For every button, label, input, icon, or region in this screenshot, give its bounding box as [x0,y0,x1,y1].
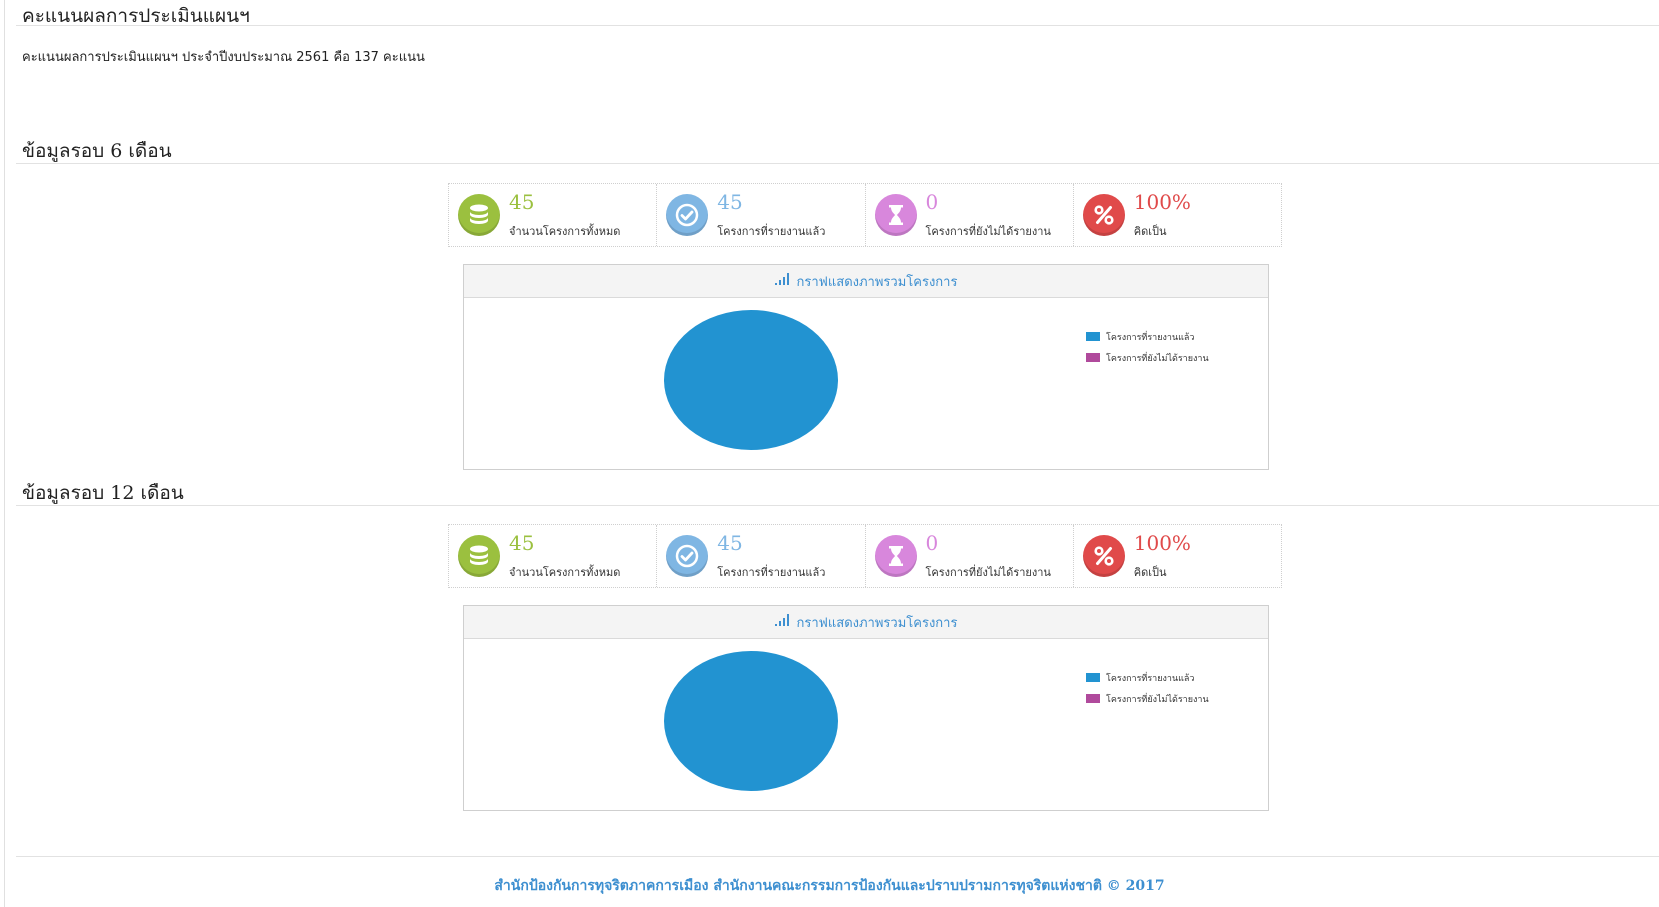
stat-value: 0 [925,531,939,555]
stat-unreported-projects: 0 โครงการที่ยังไม่ได้รายงาน [866,525,1074,587]
stats-row-12-months: 45 จำนวนโครงการทั้งหมด 45 โครงการที่รายง… [448,524,1282,588]
stat-value: 45 [509,190,535,214]
stat-unreported-projects: 0 โครงการที่ยังไม่ได้รายงาน [866,184,1074,246]
chart-header: กราฟแสดงภาพรวมโครงการ [464,265,1268,298]
percent-icon [1082,535,1125,577]
stat-total-projects: 45 จำนวนโครงการทั้งหมด [449,525,658,587]
database-icon [458,194,500,236]
chart-title: กราฟแสดงภาพรวมโครงการ [796,274,958,290]
chart-panel-12-months: กราฟแสดงภาพรวมโครงการ โครงการที่รายงานแล… [463,605,1269,811]
pie-slice-โครงการที่รายงานแล้ว [664,651,838,791]
percent-icon [1082,194,1125,236]
hourglass-icon [874,194,917,236]
legend-label: โครงการที่รายงานแล้ว [1106,332,1195,343]
legend-label: โครงการที่ยังไม่ได้รายงาน [1106,353,1209,364]
stat-label: คิดเป็น [1133,225,1167,238]
legend-item-unreported: โครงการที่ยังไม่ได้รายงาน [1086,692,1209,705]
chart-header: กราฟแสดงภาพรวมโครงการ [464,606,1268,639]
section-divider [16,163,1659,164]
section-title-6-months: ข้อมูลรอบ 6 เดือน [22,140,172,162]
section-divider [16,505,1659,506]
chart-legend: โครงการที่รายงานแล้ว โครงการที่ยังไม่ได้… [1086,671,1209,713]
stat-reported-projects: 45 โครงการที่รายงานแล้ว [657,184,866,246]
stat-percent: 100% คิดเป็น [1074,525,1281,587]
legend-swatch [1086,353,1100,362]
legend-label: โครงการที่ยังไม่ได้รายงาน [1106,694,1209,705]
stat-total-projects: 45 จำนวนโครงการทั้งหมด [449,184,658,246]
chart-body: โครงการที่รายงานแล้ว โครงการที่ยังไม่ได้… [464,298,1268,470]
chart-legend: โครงการที่รายงานแล้ว โครงการที่ยังไม่ได้… [1086,330,1209,372]
chart-body: โครงการที่รายงานแล้ว โครงการที่ยังไม่ได้… [464,639,1268,811]
bar-chart-icon [774,614,789,630]
bar-chart-icon [774,273,789,289]
footer-divider [16,856,1659,857]
stat-label: โครงการที่ยังไม่ได้รายงาน [925,566,1051,579]
stat-reported-projects: 45 โครงการที่รายงานแล้ว [657,525,866,587]
legend-item-reported: โครงการที่รายงานแล้ว [1086,671,1209,684]
legend-item-unreported: โครงการที่ยังไม่ได้รายงาน [1086,351,1209,364]
stat-label: โครงการที่รายงานแล้ว [717,566,826,579]
page-title: คะแนนผลการประเมินแผนฯ [22,5,250,27]
stat-value: 45 [717,531,743,555]
stat-label: คิดเป็น [1133,566,1167,579]
stat-label: จำนวนโครงการทั้งหมด [509,225,621,238]
check-icon [666,535,709,577]
pie-slice-โครงการที่รายงานแล้ว [664,310,838,450]
footer-text: สำนักป้องกันการทุจริตภาคการเมือง สำนักงา… [494,878,1165,894]
left-border [4,0,5,907]
stat-value: 45 [717,190,743,214]
legend-swatch [1086,673,1100,682]
stats-row-6-months: 45 จำนวนโครงการทั้งหมด 45 โครงการที่รายง… [448,183,1282,247]
legend-swatch [1086,694,1100,703]
hourglass-icon [874,535,917,577]
chart-title: กราฟแสดงภาพรวมโครงการ [796,615,958,631]
stat-label: โครงการที่ยังไม่ได้รายงาน [925,225,1051,238]
pie-chart [664,651,838,791]
stat-value: 100% [1133,531,1191,555]
stat-label: โครงการที่รายงานแล้ว [717,225,826,238]
stat-percent: 100% คิดเป็น [1074,184,1281,246]
stat-value: 0 [925,190,939,214]
chart-panel-6-months: กราฟแสดงภาพรวมโครงการ โครงการที่รายงานแล… [463,264,1269,470]
database-icon [458,535,500,577]
stat-label: จำนวนโครงการทั้งหมด [509,566,621,579]
section-title-12-months: ข้อมูลรอบ 12 เดือน [22,482,184,504]
pie-chart [664,310,838,450]
title-divider [16,25,1659,26]
score-text: คะแนนผลการประเมินแผนฯ ประจำปีงบประมาณ 25… [22,50,425,65]
legend-swatch [1086,332,1100,341]
stat-value: 45 [509,531,535,555]
check-icon [666,194,709,236]
stat-value: 100% [1133,190,1191,214]
legend-item-reported: โครงการที่รายงานแล้ว [1086,330,1209,343]
legend-label: โครงการที่รายงานแล้ว [1106,673,1195,684]
